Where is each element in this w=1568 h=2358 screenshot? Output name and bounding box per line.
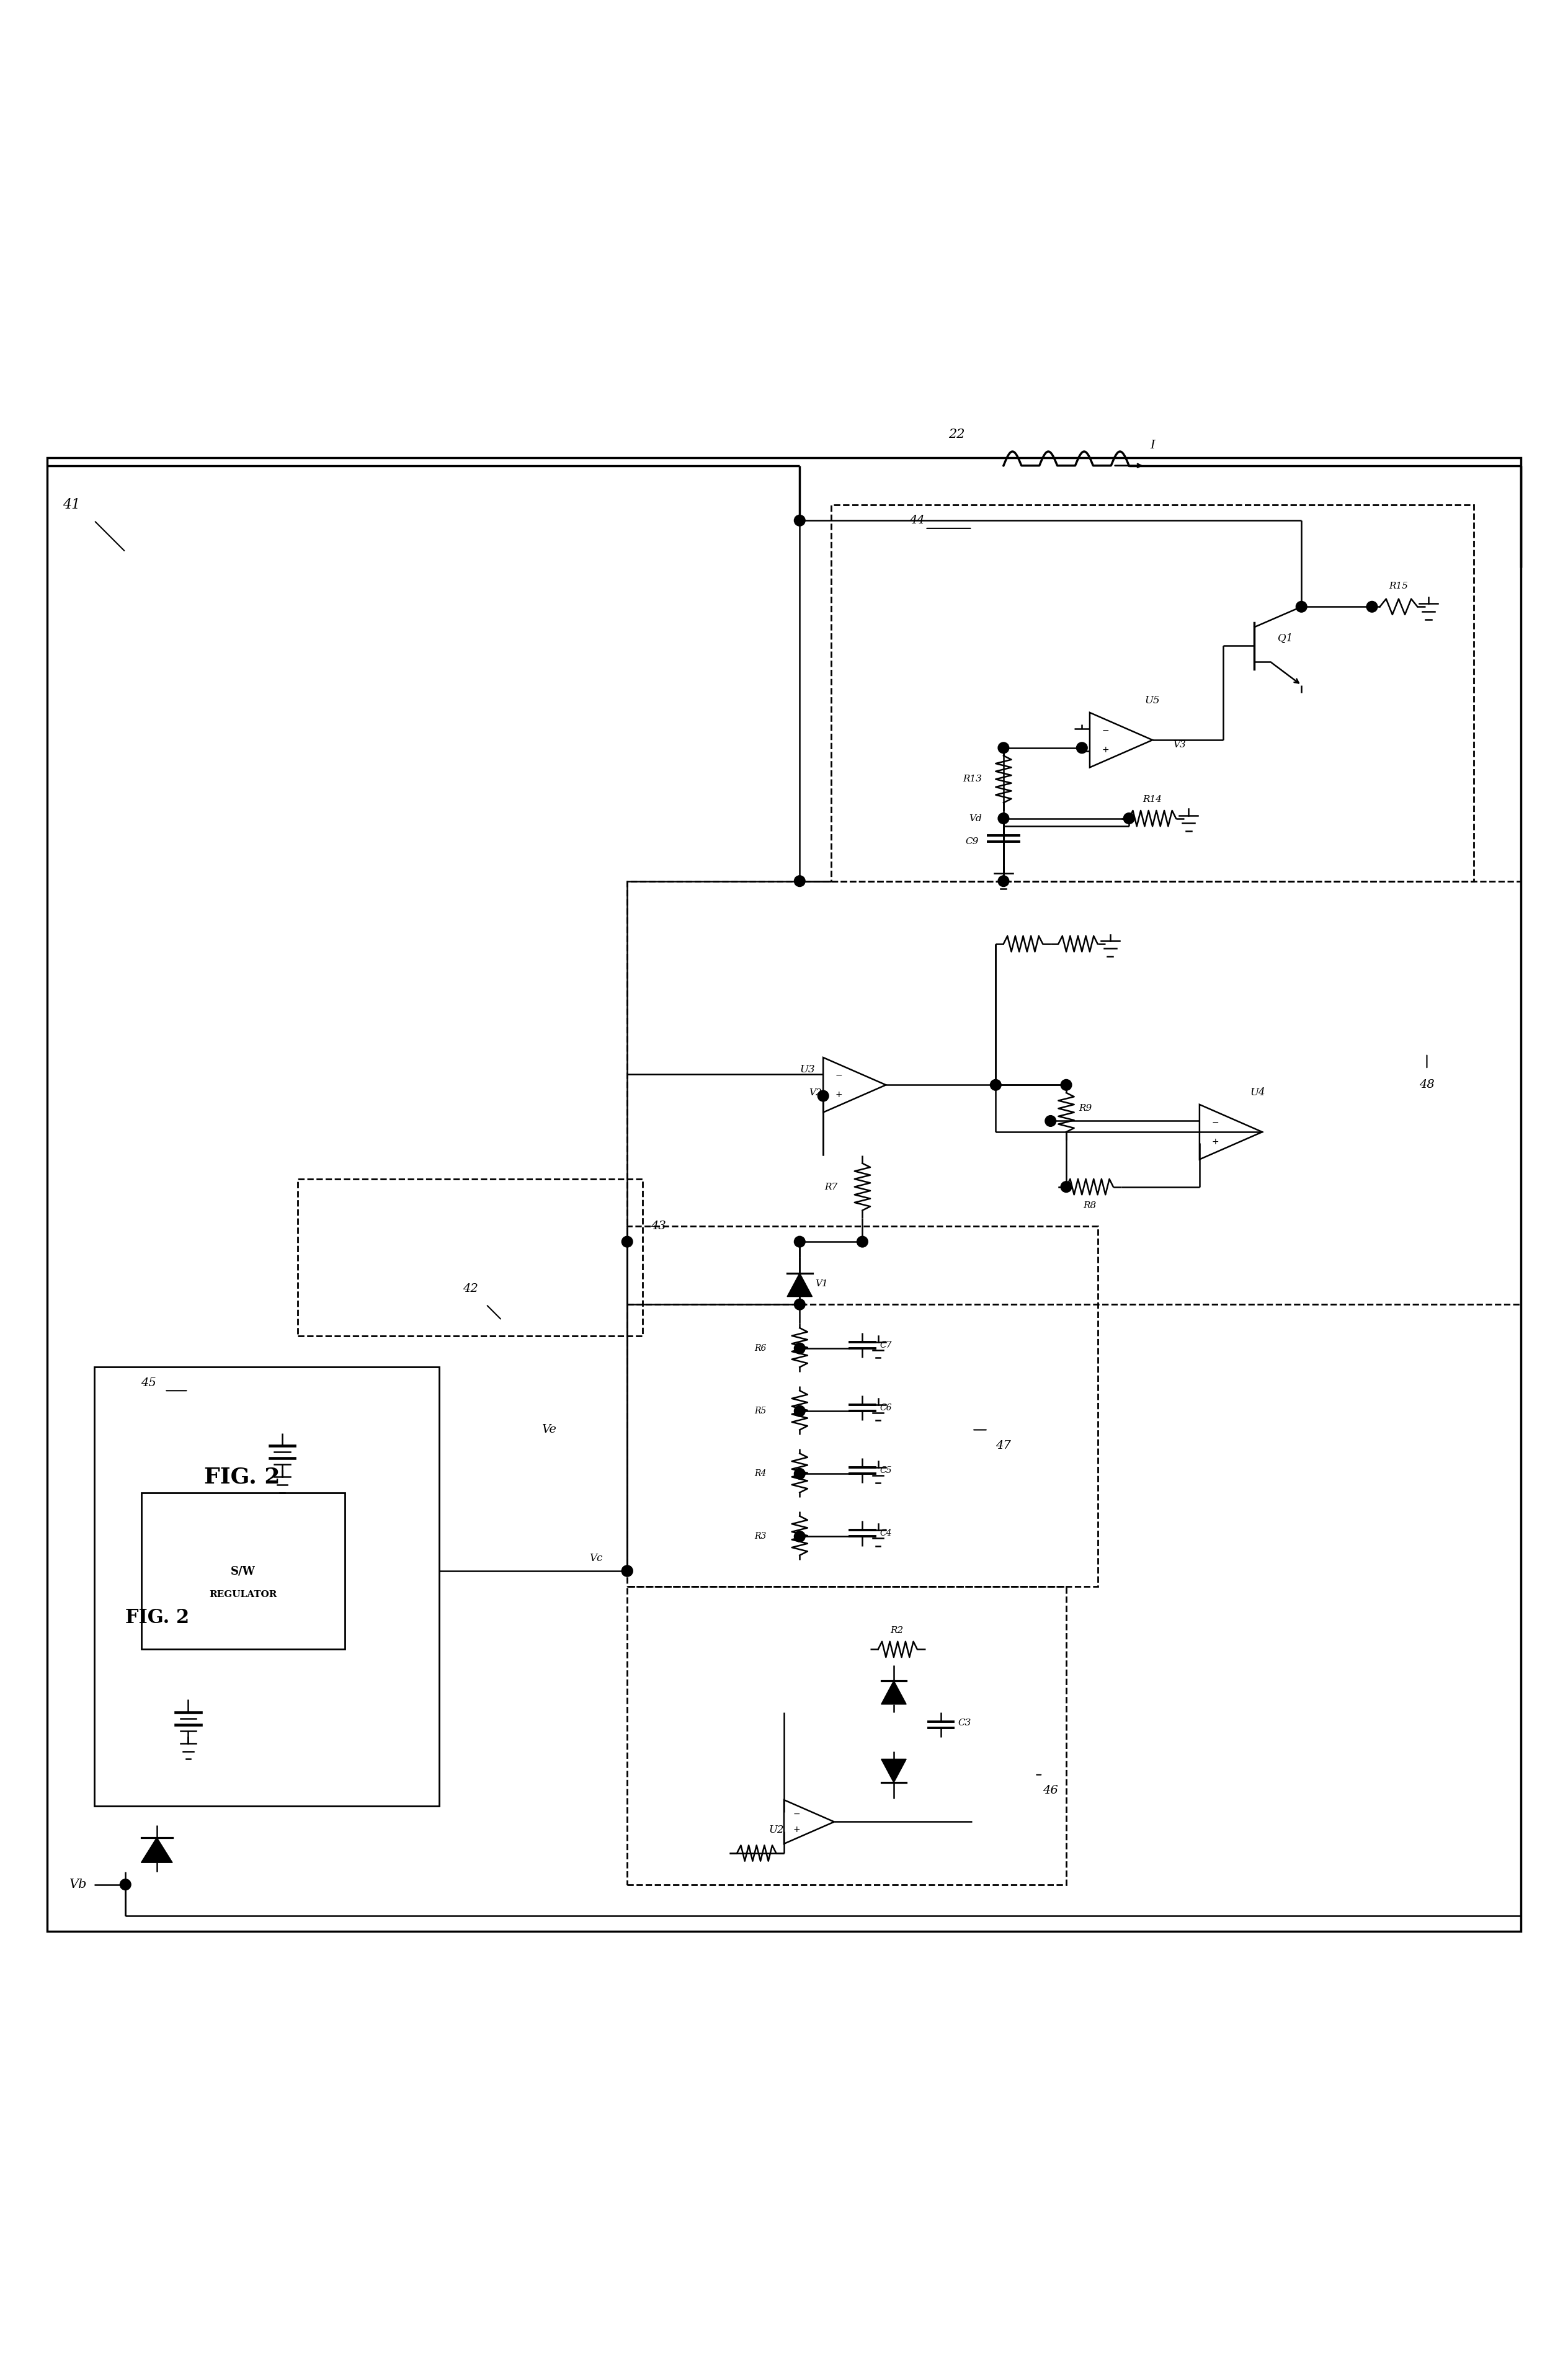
Circle shape xyxy=(793,1469,806,1478)
Text: +: + xyxy=(1212,1137,1218,1146)
Text: C3: C3 xyxy=(958,1719,971,1728)
Text: 47: 47 xyxy=(996,1441,1011,1450)
Circle shape xyxy=(991,1080,1000,1089)
Polygon shape xyxy=(881,1681,906,1705)
Circle shape xyxy=(997,814,1010,823)
Text: C6: C6 xyxy=(880,1403,892,1412)
Text: Vb: Vb xyxy=(69,1879,88,1891)
Text: +: + xyxy=(836,1089,842,1099)
Text: Vd: Vd xyxy=(969,814,982,823)
Circle shape xyxy=(793,1342,806,1353)
Text: R9: R9 xyxy=(1079,1104,1091,1113)
Text: −: − xyxy=(836,1071,842,1080)
Text: R14: R14 xyxy=(1143,795,1162,804)
Text: R6: R6 xyxy=(754,1344,767,1353)
Polygon shape xyxy=(141,1837,172,1863)
Bar xyxy=(627,882,1521,1304)
Circle shape xyxy=(119,1879,130,1891)
Polygon shape xyxy=(881,1759,906,1783)
Text: R7: R7 xyxy=(825,1181,837,1191)
Text: Ve: Ve xyxy=(541,1424,557,1436)
Polygon shape xyxy=(787,1273,812,1297)
Text: Q1: Q1 xyxy=(1278,632,1294,644)
Circle shape xyxy=(1044,1115,1055,1127)
Circle shape xyxy=(793,1236,806,1247)
Text: R15: R15 xyxy=(1389,582,1408,592)
Circle shape xyxy=(818,1089,828,1101)
Text: 41: 41 xyxy=(63,498,80,512)
Text: C5: C5 xyxy=(880,1467,892,1476)
Circle shape xyxy=(793,1530,806,1542)
Text: C4: C4 xyxy=(880,1528,892,1537)
Bar xyxy=(298,1179,643,1335)
Text: +: + xyxy=(793,1825,800,1835)
Text: R8: R8 xyxy=(1083,1200,1096,1210)
Text: 44: 44 xyxy=(909,514,925,526)
Text: FIG. 2: FIG. 2 xyxy=(204,1467,279,1488)
Bar xyxy=(831,505,1474,882)
Text: R2: R2 xyxy=(891,1627,903,1634)
Circle shape xyxy=(1295,601,1306,613)
Text: R4: R4 xyxy=(754,1469,767,1478)
Circle shape xyxy=(793,1299,806,1311)
Text: V1: V1 xyxy=(815,1280,828,1287)
Bar xyxy=(627,1587,1066,1884)
Text: −: − xyxy=(793,1809,800,1818)
Text: 45: 45 xyxy=(141,1377,157,1389)
Text: U2: U2 xyxy=(768,1825,784,1835)
Bar xyxy=(141,1493,345,1648)
Text: R13: R13 xyxy=(963,776,982,783)
Circle shape xyxy=(621,1566,632,1578)
Bar xyxy=(627,1226,1098,1587)
Text: 22: 22 xyxy=(949,429,964,441)
Bar xyxy=(94,1368,439,1806)
Text: I: I xyxy=(1149,439,1156,450)
Text: FIG. 2: FIG. 2 xyxy=(125,1608,190,1627)
Text: R5: R5 xyxy=(754,1408,767,1415)
Circle shape xyxy=(856,1236,867,1247)
Text: −: − xyxy=(1102,726,1109,736)
Text: 42: 42 xyxy=(463,1283,478,1295)
Text: REGULATOR: REGULATOR xyxy=(209,1589,278,1599)
Circle shape xyxy=(1123,814,1134,823)
Text: R3: R3 xyxy=(754,1533,767,1540)
Circle shape xyxy=(793,1405,806,1417)
Circle shape xyxy=(1367,601,1377,613)
Circle shape xyxy=(1060,1181,1073,1193)
Text: 48: 48 xyxy=(1419,1080,1435,1089)
Text: Vc: Vc xyxy=(590,1554,602,1563)
Text: U3: U3 xyxy=(800,1063,815,1075)
Text: V2: V2 xyxy=(809,1089,822,1096)
Text: 43: 43 xyxy=(651,1221,666,1231)
Circle shape xyxy=(997,875,1010,887)
Circle shape xyxy=(997,743,1010,752)
Circle shape xyxy=(1060,1080,1073,1089)
Text: S/W: S/W xyxy=(230,1566,256,1578)
Text: +: + xyxy=(1102,745,1109,755)
Circle shape xyxy=(793,514,806,526)
Circle shape xyxy=(621,1236,632,1247)
Text: V3: V3 xyxy=(1173,740,1185,750)
Circle shape xyxy=(1076,743,1087,752)
Text: C7: C7 xyxy=(880,1342,892,1349)
Text: C9: C9 xyxy=(966,837,978,847)
Circle shape xyxy=(621,1566,632,1578)
Text: U4: U4 xyxy=(1250,1087,1265,1099)
Text: −: − xyxy=(1212,1118,1218,1127)
Circle shape xyxy=(793,875,806,887)
Text: 46: 46 xyxy=(1043,1785,1058,1797)
Text: U5: U5 xyxy=(1145,696,1160,705)
